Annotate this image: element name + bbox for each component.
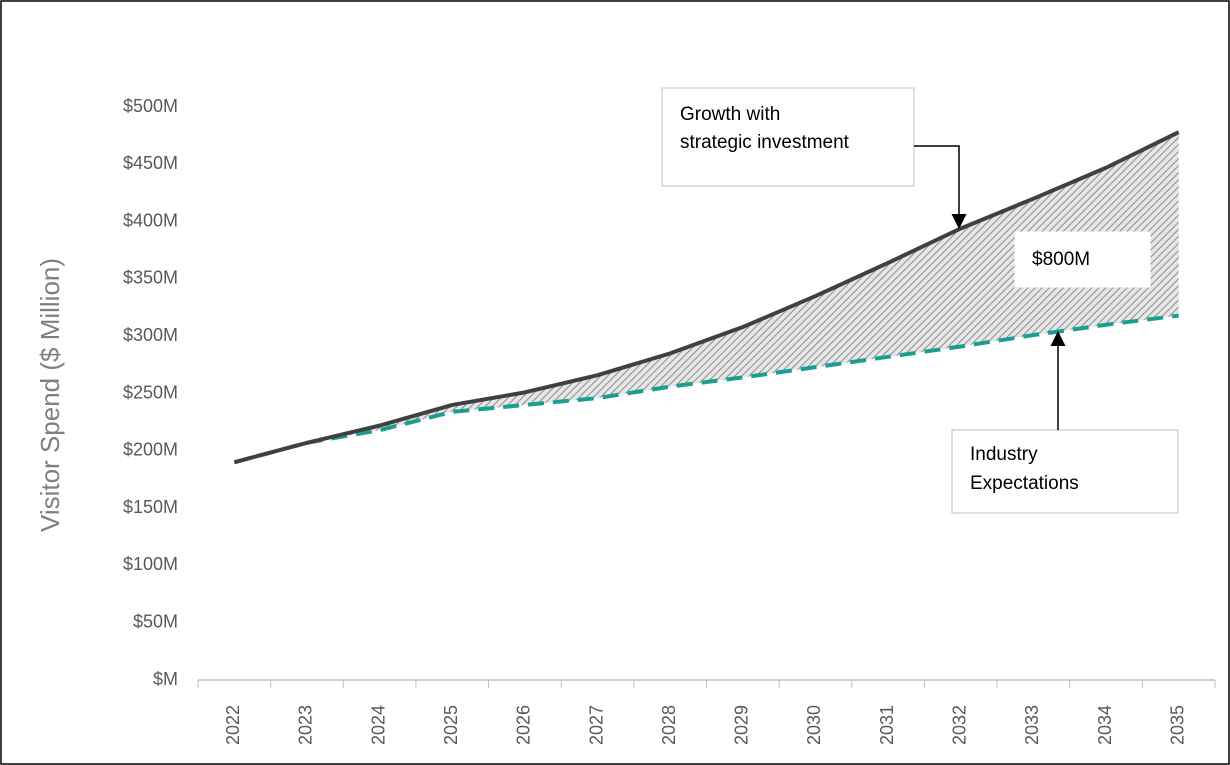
x-tick-label: 2024 <box>368 705 388 745</box>
x-tick-label: 2033 <box>1022 705 1042 745</box>
x-tick-label: 2028 <box>659 705 679 745</box>
x-tick-label: 2023 <box>296 705 316 745</box>
y-tick-label: $150M <box>123 497 178 517</box>
y-tick-label: $100M <box>123 554 178 574</box>
annotation-box <box>951 429 1179 514</box>
annotation-arrow <box>914 145 967 229</box>
y-tick-label: $350M <box>123 268 178 288</box>
x-tick-label: 2034 <box>1095 705 1115 745</box>
x-tick-label: 2031 <box>877 705 897 745</box>
x-tick-label: 2025 <box>441 705 461 745</box>
x-tick-label: 2030 <box>804 705 824 745</box>
y-tick-label: $400M <box>123 210 178 230</box>
gap-area <box>234 132 1179 463</box>
x-tick-label: 2032 <box>950 705 970 745</box>
annotations: Growth with strategic investment $800M I… <box>661 87 1179 514</box>
x-tick-label: 2027 <box>586 705 606 745</box>
x-tick-label: 2026 <box>514 705 534 745</box>
annotation-text: Industry <box>970 444 1038 465</box>
annotation-box <box>1014 231 1151 288</box>
y-tick-label: $250M <box>123 382 178 402</box>
series-line <box>233 130 1180 465</box>
series-line <box>233 313 1179 465</box>
annotation-text: Expectations <box>970 473 1079 494</box>
x-tick-label: 2029 <box>732 705 752 745</box>
x-tick-label: 2022 <box>223 705 243 745</box>
plot: $M $50M $100M $150M $200M $250M $300M $350M $400… <box>123 96 1216 745</box>
y-tick-label: $50M <box>133 611 178 631</box>
y-tick-label: $450M <box>123 153 178 173</box>
y-tick-label: $300M <box>123 325 178 345</box>
annotation-text: strategic investment <box>680 132 850 153</box>
annotation-text: Growth with <box>680 104 780 125</box>
x-tick-label: 2035 <box>1167 705 1187 745</box>
y-tick-label: $500M <box>123 96 178 116</box>
y-tick-label: $200M <box>123 440 178 460</box>
annotation-box <box>661 87 915 187</box>
annotation-text: $800M <box>1032 249 1090 270</box>
y-axis-label: Visitor Spend ($ Million) <box>35 258 65 532</box>
y-tick-label: $M <box>153 669 178 689</box>
